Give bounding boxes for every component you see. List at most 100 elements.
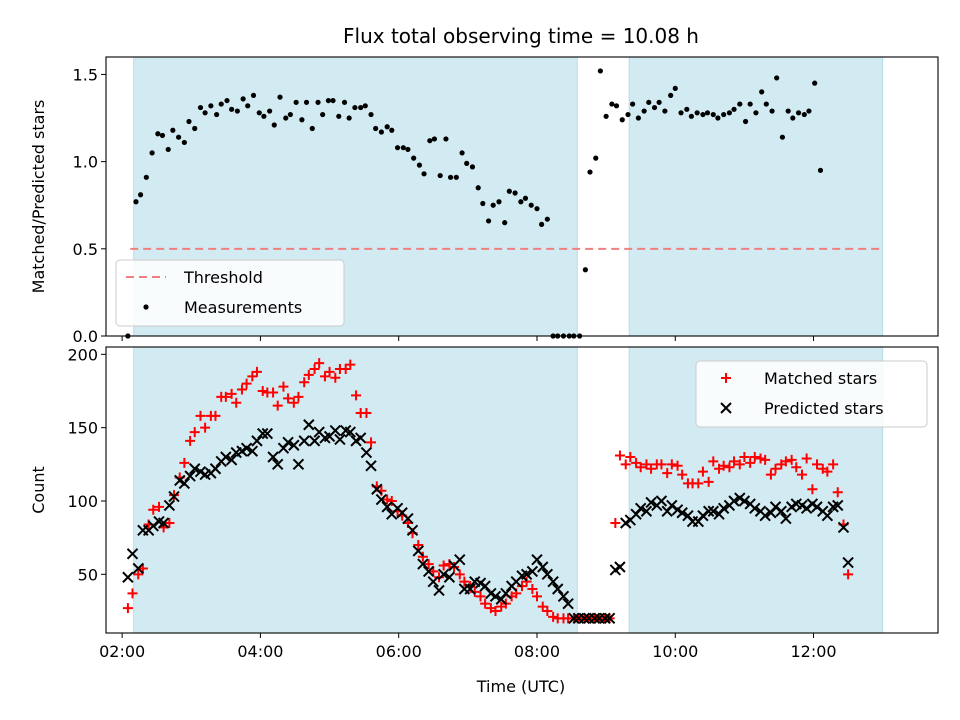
- predicted-star-point: [655, 495, 668, 507]
- predicted-star-point: [837, 521, 850, 534]
- measurement-point: [400, 145, 406, 151]
- measurement-point: [704, 110, 711, 116]
- matched-star-point: [220, 391, 231, 402]
- predicted-star-point: [381, 501, 393, 513]
- predicted-star-point: [547, 575, 559, 588]
- predicted-star-point: [308, 435, 321, 447]
- measurement-point: [411, 155, 417, 161]
- matched-star-point: [697, 466, 708, 477]
- matched-star-point: [610, 518, 621, 528]
- ratio-panel: 0.0 0.5 1.0 1.5 Matched/Predicted stars Thres…: [29, 56, 939, 346]
- measurement-point: [234, 108, 240, 114]
- matched-star-point: [459, 576, 470, 587]
- matched-star-point: [154, 501, 165, 512]
- top-axes-frame: [105, 56, 939, 337]
- predicted-star-point: [257, 427, 269, 440]
- measurement-point: [197, 104, 204, 111]
- predicted-star-point: [412, 545, 424, 557]
- matched-star-point: [168, 490, 179, 501]
- matched-star-point: [480, 598, 491, 609]
- matched-star-point: [786, 454, 797, 465]
- measurement-point: [277, 94, 283, 100]
- matched-star-point: [382, 494, 393, 505]
- x-tick-label: 02:00: [99, 642, 145, 661]
- predicted-star-point: [220, 451, 232, 463]
- measurement-point: [603, 113, 609, 119]
- matched-star-point: [247, 371, 258, 382]
- measurement-point: [186, 118, 192, 125]
- measurement-point: [726, 110, 733, 116]
- predicted-star-point: [526, 565, 539, 578]
- matched-star-point: [822, 466, 833, 477]
- measurement-point: [181, 139, 187, 146]
- measurement-point: [256, 110, 262, 116]
- matched-star-point: [185, 435, 196, 446]
- measurement-point: [668, 92, 674, 98]
- measurement-point: [245, 103, 251, 109]
- matched-star-point: [662, 468, 673, 479]
- measurement-point: [416, 162, 423, 168]
- matched-star-point: [236, 384, 247, 395]
- measurement-point: [352, 104, 358, 111]
- measurement-point: [518, 199, 524, 205]
- measurement-point: [299, 117, 305, 123]
- measurement-point: [427, 138, 433, 144]
- predicted-star-point: [157, 517, 170, 529]
- measurement-point: [490, 202, 496, 208]
- measurement-point: [544, 216, 550, 222]
- matched-star-point: [340, 364, 351, 374]
- x-tick-label: 06:00: [376, 642, 422, 661]
- measurement-point: [522, 195, 529, 201]
- matched-star-point: [625, 452, 636, 462]
- measurement-point: [159, 132, 166, 139]
- measurement-point: [378, 129, 385, 135]
- measurement-point: [597, 68, 603, 74]
- predicted-star-point: [568, 612, 580, 625]
- measurement-point: [155, 131, 161, 137]
- predicted-star-point: [443, 571, 456, 583]
- measurement-point: [437, 172, 443, 179]
- matched-star-point: [293, 391, 304, 402]
- predicted-star-point: [334, 433, 346, 446]
- predicted-star-point: [184, 470, 196, 482]
- matched-star-point: [635, 462, 646, 473]
- measurement-point: [506, 188, 512, 194]
- bottom-y-tick-label: 50: [78, 565, 98, 584]
- matched-star-point: [620, 459, 631, 470]
- matched-star-point: [164, 518, 175, 528]
- matched-star-point: [272, 400, 283, 411]
- predicted-star-point: [209, 463, 222, 475]
- matched-star-point: [780, 456, 791, 467]
- x-tick-label: 12:00: [790, 642, 836, 661]
- measurement-point: [582, 267, 588, 273]
- matched-star-point: [646, 463, 657, 474]
- predicted-star-point: [375, 493, 388, 506]
- matched-star-point: [148, 504, 159, 515]
- measurement-point: [475, 185, 481, 191]
- top-y-axis-label: Matched/Predicted stars: [29, 100, 48, 294]
- legend-matched-swatch: [721, 373, 731, 383]
- predicted-star-point: [246, 445, 259, 457]
- measurement-point: [336, 113, 342, 119]
- measurement-point: [613, 103, 620, 109]
- count-panel: 50 100 150 200 02:00 04:00 06:00 08:00 10:00 12:0…: [29, 345, 939, 661]
- measurement-point: [635, 115, 641, 121]
- predicted-star-point: [541, 568, 554, 581]
- measurement-point: [389, 127, 395, 133]
- matched-star-point: [268, 387, 279, 398]
- predicted-star-point: [298, 435, 310, 447]
- matched-star-point: [454, 569, 465, 580]
- measurement-point: [405, 146, 411, 153]
- predicted-star-point: [821, 509, 834, 522]
- matched-star-point: [749, 452, 760, 462]
- bottom-series-predicted-stars: [122, 419, 854, 625]
- bottom-axes-frame: [105, 346, 939, 634]
- measurement-point: [534, 206, 540, 212]
- measurement-point: [496, 199, 502, 205]
- measurement-point: [394, 145, 401, 151]
- predicted-star-point: [271, 458, 284, 471]
- x-tick-label: 08:00: [514, 642, 560, 661]
- measurement-point: [283, 115, 289, 121]
- bottom-y-tick-label: 200: [67, 345, 98, 364]
